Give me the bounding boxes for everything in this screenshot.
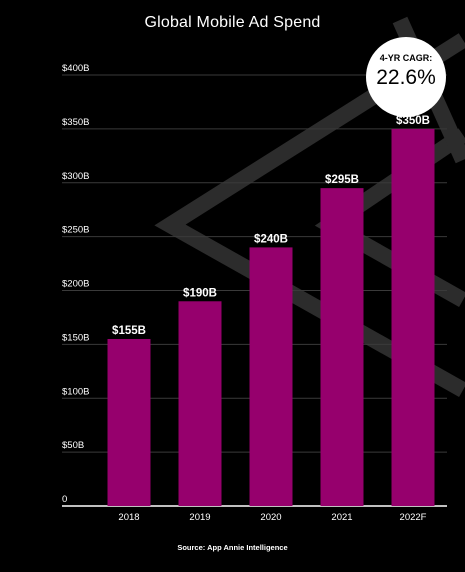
cagr-badge: 4-YR CAGR: 22.6% xyxy=(366,37,446,117)
y-tick-label: $250B xyxy=(62,225,89,236)
bar-2022F xyxy=(391,128,435,506)
x-tick-label: 2018 xyxy=(118,512,139,523)
data-label: $155B xyxy=(112,325,146,337)
source-note: Source: App Annie Intelligence xyxy=(177,543,288,552)
x-tick-label: 2020 xyxy=(260,512,281,523)
data-label: $350B xyxy=(396,115,430,127)
bar-2021 xyxy=(320,188,364,506)
bar-2020 xyxy=(249,247,293,506)
chart-title: Global Mobile Ad Spend xyxy=(144,14,321,31)
y-tick-label: $100B xyxy=(62,386,89,397)
y-tick-label: $400B xyxy=(62,63,89,74)
y-tick-label: $150B xyxy=(62,332,89,343)
data-label: $295B xyxy=(325,174,359,186)
data-label: $240B xyxy=(254,233,288,245)
x-tick-label: 2019 xyxy=(189,512,210,523)
y-tick-label: $50B xyxy=(62,440,84,451)
x-tick-label: 2022F xyxy=(400,512,427,523)
y-tick-label: $300B xyxy=(62,171,89,182)
y-tick-label: $200B xyxy=(62,279,89,290)
bar-2018 xyxy=(107,338,151,506)
cagr-badge-label: 4-YR CAGR: xyxy=(379,53,433,63)
y-tick-label: 0 xyxy=(62,494,67,505)
x-tick-label: 2021 xyxy=(331,512,352,523)
cagr-badge-value: 22.6% xyxy=(376,66,436,89)
data-label: $190B xyxy=(183,287,217,299)
bar-2019 xyxy=(178,301,222,506)
y-tick-label: $350B xyxy=(62,117,89,128)
